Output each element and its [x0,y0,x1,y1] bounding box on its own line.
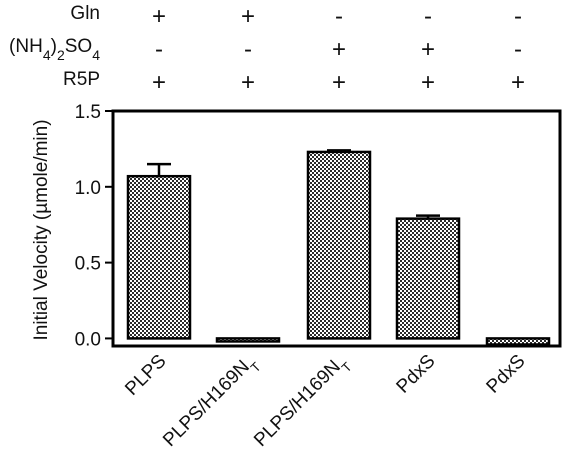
condition-sign: + [332,36,346,63]
category-label: PLPS/H169NT [159,351,263,455]
condition-sign: - [514,3,522,30]
condition-sign: - [514,36,522,63]
condition-sign: + [421,36,435,63]
category-label: PdxS [393,351,440,398]
y-tick-label: 0.5 [75,254,101,275]
bar [306,150,372,340]
condition-table: Gln + + - - - (NH4)2SO4 - - + + - R5P + + + + + [9,3,525,96]
plot-frame [111,109,562,348]
condition-sign: + [241,3,255,30]
condition-label: Gln [70,3,100,24]
condition-sign: - [244,36,252,63]
condition-sign: + [241,69,255,96]
bar [395,217,461,340]
condition-label: R5P [63,69,100,90]
category-label: PdxS [483,351,530,398]
condition-sign: - [155,36,163,63]
y-tick-label: 1.0 [75,178,101,199]
condition-sign: + [152,69,166,96]
category-label: PLPS [121,351,170,400]
condition-sign: + [332,69,346,96]
category-label: PLPS/H169NT [250,351,354,455]
y-axis-title: Initial Velocity (µmole/min) [31,119,52,340]
condition-sign: - [424,3,432,30]
condition-sign: + [421,69,435,96]
y-tick-label: 1.5 [75,102,101,123]
y-tick-label: 0.0 [75,329,101,350]
condition-sign: + [511,69,525,96]
bar [126,174,192,340]
condition-sign: + [152,3,166,30]
bar [215,337,281,343]
condition-sign: - [335,3,343,30]
condition-label: (NH4)2SO4 [9,36,100,63]
bar [485,337,551,346]
